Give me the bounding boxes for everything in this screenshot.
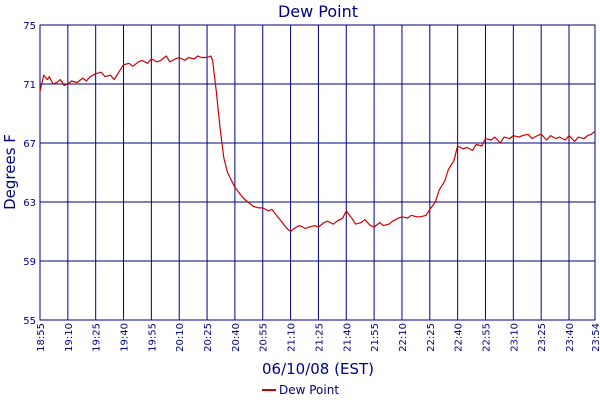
- y-axis-ticks: 55 59 63 67 71 75: [23, 21, 36, 327]
- x-tick-label: 18:55: [36, 323, 47, 352]
- series-line-dew-point: [39, 55, 596, 233]
- x-tick-label: 22:10: [398, 323, 409, 352]
- x-tick-label: 19:25: [92, 323, 103, 352]
- legend-label: Dew Point: [279, 383, 339, 397]
- x-tick-label: 22:40: [454, 323, 465, 352]
- series-layer: [39, 55, 596, 233]
- x-tick-label: 23:25: [537, 323, 548, 352]
- y-tick-label: 63: [23, 198, 36, 209]
- x-tick-label: 23:54: [591, 323, 600, 352]
- legend: Dew Point: [262, 383, 339, 397]
- x-axis-label: 06/10/08 (EST): [262, 360, 374, 378]
- x-tick-label: 22:55: [481, 323, 492, 352]
- x-tick-label: 20:40: [231, 323, 242, 352]
- chart-title: Dew Point: [278, 2, 358, 21]
- y-tick-label: 59: [23, 257, 36, 268]
- y-tick-label: 55: [23, 316, 36, 327]
- x-tick-label: 19:55: [147, 323, 158, 352]
- y-tick-label: 75: [23, 21, 36, 32]
- x-tick-label: 20:10: [175, 323, 186, 352]
- x-tick-label: 22:25: [426, 323, 437, 352]
- x-tick-label: 19:40: [120, 323, 131, 352]
- plot-area: [39, 24, 596, 321]
- x-tick-label: 23:10: [509, 323, 520, 352]
- x-tick-label: 21:10: [287, 323, 298, 352]
- x-tick-label: 20:25: [203, 323, 214, 352]
- x-tick-label: 21:55: [370, 323, 381, 352]
- x-tick-label: 21:25: [314, 323, 325, 352]
- x-tick-label: 23:40: [565, 323, 576, 352]
- x-tick-label: 20:55: [259, 323, 270, 352]
- x-tick-label: 19:10: [64, 323, 75, 352]
- x-tick-label: 21:40: [342, 323, 353, 352]
- y-tick-label: 67: [23, 139, 36, 150]
- x-axis-ticks: 18:55 19:10 19:25 19:40 19:55 20:10 20:25 20:40…: [36, 323, 600, 352]
- y-axis-label: Degrees F: [1, 134, 19, 210]
- y-tick-label: 71: [23, 80, 36, 91]
